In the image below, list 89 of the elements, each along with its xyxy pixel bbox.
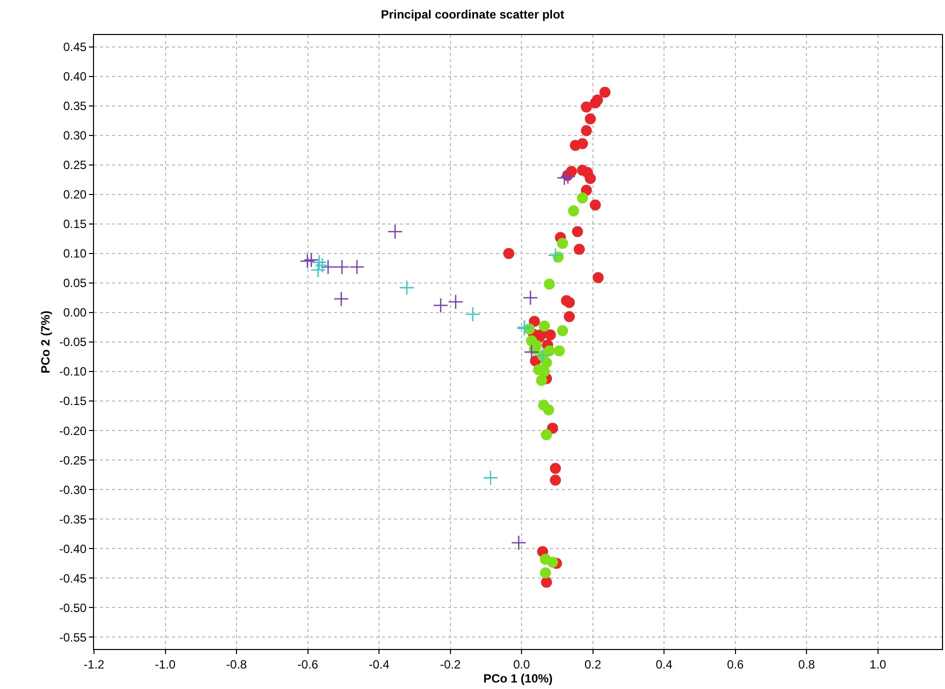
point (544, 278, 555, 290)
y-tick-label: 0.05 (63, 276, 87, 290)
x-tick-label: 0.6 (726, 657, 744, 672)
point (550, 462, 561, 474)
point (576, 192, 588, 204)
point (399, 280, 414, 296)
point (572, 226, 583, 238)
point (544, 329, 556, 340)
point (590, 200, 601, 211)
x-axis-title: PCo 1 (10%) (483, 671, 553, 686)
point (554, 345, 565, 356)
y-tick-label: -0.15 (59, 394, 87, 408)
y-tick-label: 0.35 (63, 99, 87, 114)
point (541, 429, 552, 440)
point (580, 125, 592, 136)
point (522, 290, 538, 306)
point (320, 259, 336, 275)
point (433, 298, 448, 314)
y-tick-label: 0.10 (63, 246, 87, 261)
point (560, 169, 576, 184)
x-tick-label: -1.2 (84, 657, 105, 672)
x-tick-label: -0.4 (368, 657, 390, 672)
x-tick-label: -1.0 (154, 657, 176, 672)
point (482, 470, 498, 486)
y-tick-label: -0.30 (59, 482, 87, 497)
y-tick-label: -0.05 (59, 335, 87, 350)
x-tick-label: -0.6 (297, 657, 318, 672)
x-tick-label: 0.8 (798, 657, 816, 672)
point (536, 374, 548, 386)
point (599, 86, 610, 98)
point (314, 258, 330, 273)
point (334, 291, 349, 307)
point (334, 259, 350, 275)
point (564, 311, 575, 322)
point (448, 294, 464, 310)
point (592, 272, 604, 284)
x-tick-label: 0.0 (513, 657, 530, 672)
point (312, 254, 327, 270)
point (590, 97, 601, 108)
point (538, 320, 550, 332)
y-tick-label: -0.55 (59, 630, 87, 644)
point (503, 248, 514, 259)
y-tick-label: -0.20 (59, 424, 87, 438)
point (564, 296, 575, 308)
point (541, 576, 552, 588)
x-tick-label: -0.8 (226, 657, 248, 672)
point (557, 238, 568, 249)
y-tick-label: 0.30 (63, 128, 87, 143)
point (568, 205, 580, 216)
x-tick-label: 0.2 (584, 657, 602, 672)
point (584, 113, 596, 124)
y-tick-label: 0.25 (63, 158, 87, 172)
y-tick-label: 0.40 (63, 70, 87, 84)
point (300, 253, 316, 269)
y-tick-label: -0.10 (59, 364, 87, 379)
point (547, 556, 558, 568)
y-tick-label: -0.25 (59, 453, 87, 468)
x-tick-label: -0.2 (440, 657, 461, 672)
y-tick-label: -0.40 (59, 542, 87, 556)
y-tick-label: -0.50 (59, 600, 87, 615)
point (511, 535, 526, 550)
point (543, 404, 554, 416)
y-tick-label: 0.20 (63, 188, 87, 202)
point (528, 316, 540, 327)
point (524, 344, 540, 360)
point (387, 224, 403, 240)
x-tick-label: 1.0 (870, 657, 887, 672)
point (349, 259, 365, 275)
y-tick-label: -0.45 (59, 571, 87, 586)
point (584, 172, 596, 184)
point (304, 252, 319, 268)
point (557, 325, 568, 336)
chart-title: Principal coordinate scatter plot (380, 8, 564, 22)
point (550, 474, 561, 486)
point (576, 138, 588, 150)
point (465, 306, 480, 322)
y-tick-label: -0.35 (59, 512, 87, 526)
x-tick-label: 0.4 (656, 657, 673, 672)
point (580, 102, 592, 113)
point (547, 422, 558, 434)
point (548, 248, 564, 263)
y-axis-title: PCo 2 (7%) (38, 310, 53, 374)
y-tick-label: 0.00 (63, 306, 87, 320)
point (556, 170, 572, 186)
y-tick-label: 0.15 (63, 217, 87, 232)
y-tick-label: 0.45 (63, 40, 87, 54)
point (540, 567, 551, 578)
point (310, 262, 326, 278)
point (574, 244, 585, 255)
